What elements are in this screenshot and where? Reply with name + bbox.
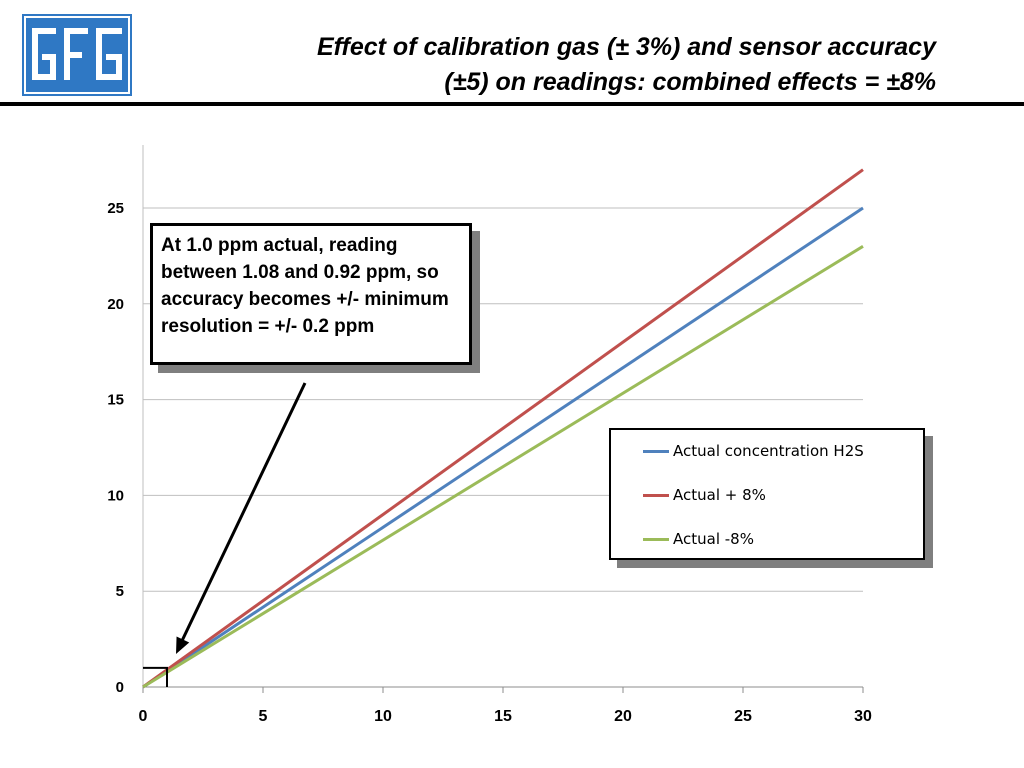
series-line-actual	[142, 206, 864, 689]
series-line-plus-8	[142, 168, 864, 689]
series-line-minus-8	[142, 245, 864, 689]
annotation-bracket	[143, 666, 168, 687]
legend-label-minus: Actual -8%	[673, 530, 754, 548]
y-tick-label: 25	[107, 200, 124, 217]
y-tick-label: 5	[116, 583, 124, 600]
gfg-logo	[22, 14, 132, 96]
annotation-callout-text: At 1.0 ppm actual, reading between 1.08 …	[161, 235, 449, 337]
x-tick-label: 0	[139, 708, 148, 725]
chart-legend: Actual concentration H2S Actual + 8% Act…	[609, 428, 925, 560]
x-tick-label: 30	[854, 708, 872, 725]
legend-swatch-plus	[643, 493, 669, 497]
header-rule	[0, 102, 1024, 106]
annotation-callout: At 1.0 ppm actual, reading between 1.08 …	[150, 223, 472, 365]
slide-title-line-2: (±5) on readings: combined effects = ±8%	[444, 68, 936, 96]
legend-label-plus: Actual + 8%	[673, 486, 766, 504]
y-tick-label: 0	[116, 679, 124, 696]
x-tick-label: 25	[734, 708, 752, 725]
legend-label-actual: Actual concentration H2S	[673, 442, 864, 460]
annotation-arrow-line	[178, 382, 307, 646]
legend-item-actual: Actual concentration H2S	[643, 440, 864, 462]
x-tick-label: 15	[494, 708, 512, 725]
annotation-arrow-head	[176, 636, 190, 654]
legend-swatch-actual	[643, 449, 669, 453]
x-tick-label: 10	[374, 708, 392, 725]
x-tick-label: 20	[614, 708, 632, 725]
x-tick-label: 5	[259, 708, 268, 725]
y-tick-label: 15	[107, 392, 124, 409]
slide-title: Effect of calibration gas (± 3%) and sen…	[176, 30, 936, 100]
legend-swatch-minus	[643, 537, 669, 541]
slide-title-line-1: Effect of calibration gas (± 3%) and sen…	[316, 33, 936, 61]
y-tick-label: 10	[107, 487, 124, 504]
legend-item-minus: Actual -8%	[643, 528, 754, 550]
legend-item-plus: Actual + 8%	[643, 484, 766, 506]
y-tick-label: 20	[107, 296, 124, 313]
